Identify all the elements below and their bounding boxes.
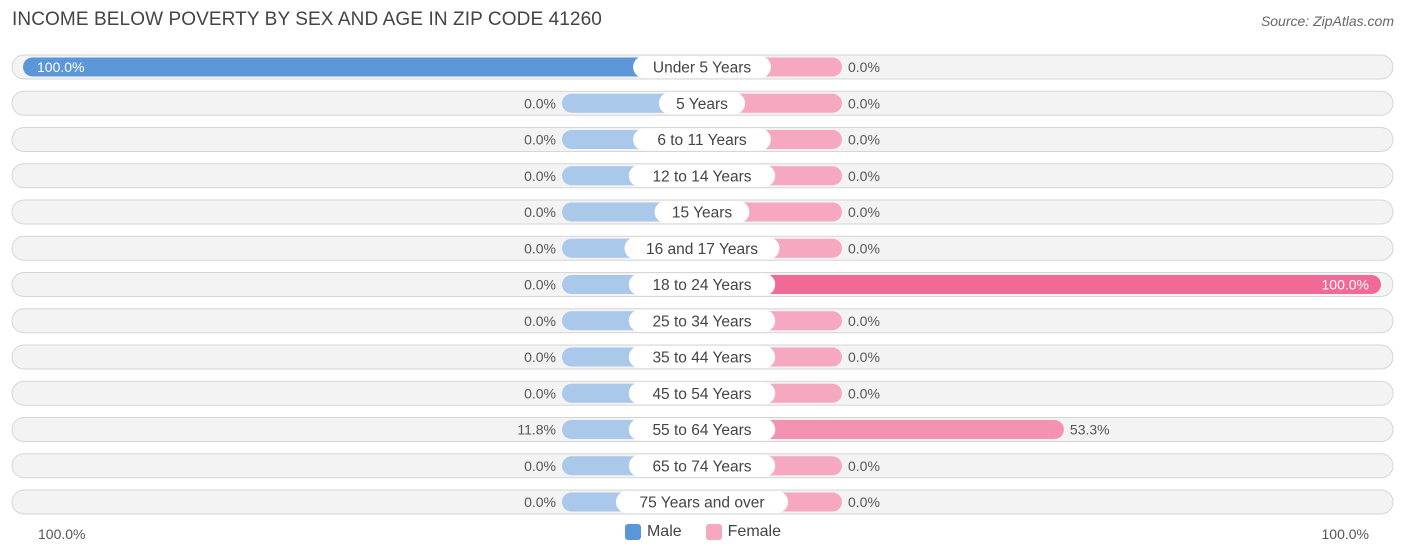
female-value-label: 0.0% xyxy=(848,95,880,111)
category-label: 16 and 17 Years xyxy=(646,241,758,258)
chart-row: 65 to 74 Years 0.0% 0.0% xyxy=(11,453,1394,479)
male-value-label: 0.0% xyxy=(524,277,556,293)
chart-row: 12 to 14 Years 0.0% 0.0% xyxy=(11,163,1394,189)
category-label: 6 to 11 Years xyxy=(657,132,747,149)
legend-item-male: Male xyxy=(624,523,682,541)
category-label: 18 to 24 Years xyxy=(652,277,751,294)
chart-row: 5 Years 0.0% 0.0% xyxy=(11,90,1394,116)
male-value-label: 0.0% xyxy=(524,95,556,111)
female-value-label: 0.0% xyxy=(848,494,880,510)
category-pill xyxy=(628,454,776,477)
female-value-label: 0.0% xyxy=(848,349,880,365)
category-pill xyxy=(628,273,776,296)
category-pill xyxy=(633,128,771,151)
category-label: 25 to 34 Years xyxy=(652,313,751,330)
male-value-label: 0.0% xyxy=(524,240,556,256)
category-label: 12 to 14 Years xyxy=(652,168,751,185)
category-pill xyxy=(628,382,776,405)
male-value-label: 0.0% xyxy=(524,132,556,148)
chart-row: 55 to 64 Years 11.8% 53.3% xyxy=(11,417,1394,442)
male-bar xyxy=(23,57,702,77)
male-value-label: 100.0% xyxy=(37,59,84,75)
category-label: Under 5 Years xyxy=(653,60,751,77)
chart-row: 45 to 54 Years 0.0% 0.0% xyxy=(11,380,1394,406)
male-value-label: 0.0% xyxy=(524,349,556,365)
category-label: 35 to 44 Years xyxy=(652,350,751,367)
female-value-label: 53.3% xyxy=(1070,422,1110,438)
source-label: Source: ZipAtlas.com xyxy=(1260,13,1394,29)
female-bar xyxy=(702,275,1381,294)
male-value-label: 0.0% xyxy=(524,494,556,510)
axis-right-label: 100.0% xyxy=(1321,526,1369,542)
legend-item-female: Female xyxy=(705,523,782,541)
chart-row: 15 Years 0.0% 0.0% xyxy=(11,199,1394,225)
female-value-label: 0.0% xyxy=(848,168,880,184)
chart-row: 6 to 11 Years 0.0% 0.0% xyxy=(11,127,1394,152)
chart-row: 35 to 44 Years 0.0% 0.0% xyxy=(11,344,1394,370)
category-pill xyxy=(654,201,750,223)
male-value-label: 0.0% xyxy=(524,313,556,329)
category-pill xyxy=(633,56,771,78)
female-value-label: 0.0% xyxy=(848,313,880,329)
female-value-label: 0.0% xyxy=(848,458,880,474)
female-value-label: 0.0% xyxy=(848,204,880,220)
male-value-label: 0.0% xyxy=(524,204,556,220)
chart-row: 16 and 17 Years 0.0% 0.0% xyxy=(11,235,1394,261)
category-pill xyxy=(624,237,780,260)
category-label: 65 to 74 Years xyxy=(652,458,751,475)
male-value-label: 0.0% xyxy=(524,458,556,474)
legend-swatch-female xyxy=(705,524,722,540)
category-pill xyxy=(658,92,746,115)
female-value-label: 0.0% xyxy=(848,59,880,75)
female-value-label: 100.0% xyxy=(1322,277,1369,293)
category-pill xyxy=(628,346,776,368)
male-value-label: 11.8% xyxy=(517,422,556,438)
chart-row: 75 Years and over 0.0% 0.0% xyxy=(11,489,1394,515)
category-label: 75 Years and over xyxy=(640,495,765,512)
legend-swatch-male xyxy=(624,524,641,540)
legend-label-male: Male xyxy=(646,523,682,540)
category-label: 5 Years xyxy=(676,96,728,113)
female-value-label: 0.0% xyxy=(848,240,880,256)
male-value-label: 0.0% xyxy=(524,385,556,401)
female-value-label: 0.0% xyxy=(848,385,880,401)
chart-title: INCOME BELOW POVERTY BY SEX AND AGE IN Z… xyxy=(12,9,602,30)
category-pill xyxy=(628,309,776,332)
category-label: 15 Years xyxy=(672,205,733,222)
legend: Male Female xyxy=(0,523,1406,541)
category-pill xyxy=(628,418,776,441)
legend-label-female: Female xyxy=(727,523,782,540)
category-label: 45 to 54 Years xyxy=(652,386,751,403)
category-label: 55 to 64 Years xyxy=(652,422,751,439)
chart-row: 18 to 24 Years 0.0% 100.0% xyxy=(11,272,1394,297)
axis-left-label: 100.0% xyxy=(38,526,86,542)
chart-row: 25 to 34 Years 0.0% 0.0% xyxy=(11,308,1394,334)
male-value-label: 0.0% xyxy=(524,168,556,184)
chart-row: Under 5 Years 100.0% 0.0% xyxy=(11,54,1394,80)
category-pill xyxy=(628,164,776,187)
female-bar xyxy=(702,420,1064,439)
category-pill xyxy=(615,491,789,513)
female-value-label: 0.0% xyxy=(848,132,880,148)
